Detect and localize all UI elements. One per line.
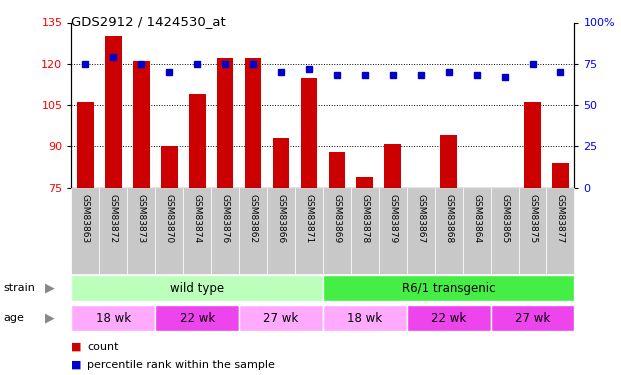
Bar [524,102,541,188]
Bar [239,188,267,274]
Bar [351,188,379,274]
Text: GSM83867: GSM83867 [416,194,425,244]
Text: age: age [3,314,24,323]
Text: GSM83874: GSM83874 [193,194,202,243]
Text: ■: ■ [71,360,82,369]
Bar [323,188,351,274]
Text: R6/1 transgenic: R6/1 transgenic [402,282,496,295]
Text: GSM83872: GSM83872 [109,194,118,243]
Text: GSM83877: GSM83877 [556,194,565,244]
Bar [356,177,373,188]
Bar [491,188,519,274]
Bar [323,275,574,302]
Bar [407,188,435,274]
Bar [155,305,239,332]
Text: GSM83878: GSM83878 [360,194,369,244]
Bar [463,188,491,274]
Text: percentile rank within the sample: percentile rank within the sample [87,360,275,369]
Text: 27 wk: 27 wk [515,312,550,325]
Bar [189,94,206,188]
Text: GSM83866: GSM83866 [276,194,286,244]
Text: 22 wk: 22 wk [179,312,215,325]
Text: GSM83879: GSM83879 [388,194,397,244]
Bar [267,188,295,274]
Bar [127,188,155,274]
Text: GSM83873: GSM83873 [137,194,146,244]
Bar [183,188,211,274]
Bar [77,102,94,188]
Bar [440,135,457,188]
Text: GSM83870: GSM83870 [165,194,174,244]
Bar [323,305,407,332]
Bar [239,305,323,332]
Bar [301,78,317,188]
Text: wild type: wild type [170,282,224,295]
Text: GSM83865: GSM83865 [500,194,509,244]
Bar [161,146,178,188]
Text: 18 wk: 18 wk [96,312,131,325]
Bar [552,163,569,188]
Text: ▶: ▶ [45,282,54,295]
Text: count: count [87,342,119,352]
Bar [211,188,239,274]
Text: GDS2912 / 1424530_at: GDS2912 / 1424530_at [71,15,226,28]
Text: 27 wk: 27 wk [263,312,299,325]
Text: 18 wk: 18 wk [347,312,383,325]
Text: GSM83863: GSM83863 [81,194,90,244]
Bar [273,138,289,188]
Bar [519,188,546,274]
Bar [435,188,463,274]
Bar [217,58,233,188]
Text: GSM83869: GSM83869 [332,194,342,244]
Text: GSM83871: GSM83871 [304,194,314,244]
Bar [99,188,127,274]
Bar [155,188,183,274]
Text: strain: strain [3,284,35,293]
Text: ■: ■ [71,342,82,352]
Bar [546,188,574,274]
Text: GSM83862: GSM83862 [248,194,258,243]
Bar [71,188,99,274]
Bar [295,188,323,274]
Bar [105,36,122,188]
Bar [491,305,574,332]
Bar [245,58,261,188]
Bar [329,152,345,188]
Text: GSM83876: GSM83876 [220,194,230,244]
Bar [407,305,491,332]
Bar [379,188,407,274]
Text: GSM83875: GSM83875 [528,194,537,244]
Bar [133,61,150,188]
Bar [71,305,155,332]
Bar [71,275,323,302]
Bar [384,144,401,188]
Text: GSM83868: GSM83868 [444,194,453,244]
Text: GSM83864: GSM83864 [472,194,481,243]
Text: ▶: ▶ [45,312,54,325]
Text: 22 wk: 22 wk [431,312,466,325]
